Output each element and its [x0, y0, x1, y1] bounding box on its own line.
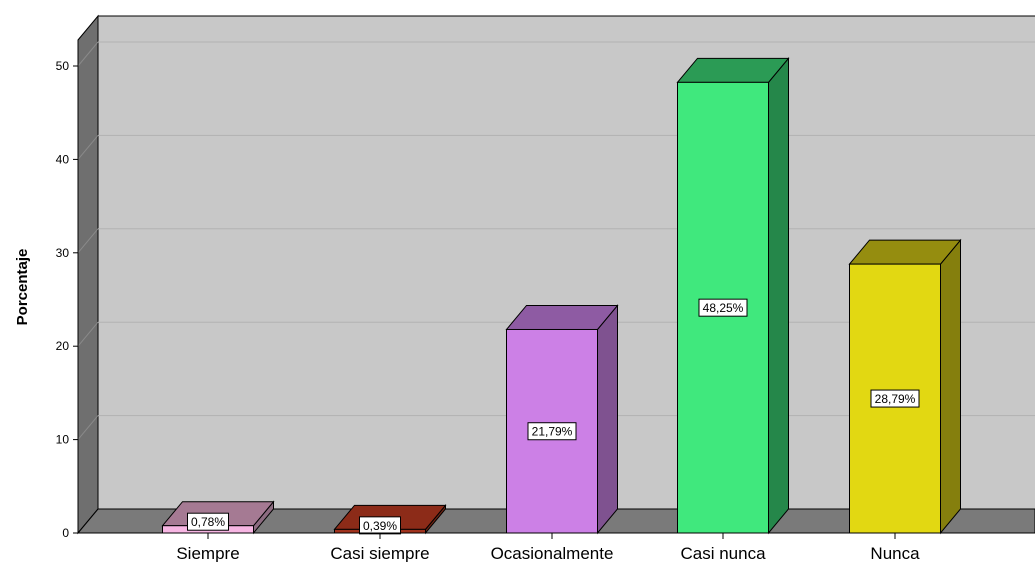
data-label-box — [870, 389, 920, 408]
bar-side — [768, 56, 789, 535]
data-label-text: 21,79% — [532, 425, 573, 439]
x-axis: Siempre Casi siempre Ocasionalmente Casi nu… — [78, 532, 1035, 562]
data-label: 0,78% — [187, 512, 229, 531]
data-label-text: 48,25% — [703, 301, 744, 315]
data-label: 28,79% — [870, 389, 920, 408]
x-tick-label: Casi nunca — [680, 544, 766, 562]
y-tick-label: 20 — [56, 339, 70, 353]
y-tick-label: 30 — [56, 246, 70, 260]
y-tick-label: 0 — [62, 526, 69, 540]
bar-top — [505, 304, 619, 330]
data-label-text: 0,39% — [363, 519, 397, 533]
data-label: 48,25% — [698, 298, 748, 317]
data-label-text: 28,79% — [875, 392, 916, 406]
y-axis-label: Porcentaje — [14, 249, 31, 326]
bar-top — [676, 57, 790, 83]
gridline-wall — [77, 135, 99, 160]
bar: 28,79% — [848, 238, 962, 535]
data-label-box — [527, 422, 577, 441]
bars: 0,78% 0,39% 21,79% 48,25% 28,79% — [161, 56, 962, 535]
x-tick-label: Casi siempre — [330, 544, 429, 562]
gridline-wall — [77, 415, 99, 440]
y-axis: 0 10 20 30 40 50 — [56, 40, 79, 540]
bar: 21,79% — [505, 304, 619, 535]
gridline-wall — [77, 228, 99, 254]
y-tick-label: 40 — [56, 152, 70, 166]
y-tick-label: 50 — [56, 59, 70, 73]
data-label: 0,39% — [359, 516, 401, 535]
x-tick-label: Nunca — [870, 544, 920, 562]
bar-side — [940, 238, 961, 535]
gridline-wall — [77, 41, 99, 67]
data-label-text: 0,78% — [191, 515, 225, 529]
bar: 0,78% — [161, 500, 275, 535]
bar: 48,25% — [676, 56, 790, 535]
data-label: 21,79% — [527, 422, 577, 441]
bar-top — [848, 239, 962, 265]
bar: 0,39% — [333, 503, 447, 535]
x-tick-label: Siempre — [176, 544, 239, 562]
y-tick-label: 10 — [56, 433, 70, 447]
x-tick-label: Ocasionalmente — [491, 544, 614, 562]
gridline-wall — [77, 321, 99, 347]
bar-side — [597, 304, 618, 535]
data-label-box — [698, 298, 748, 317]
data-label-box — [187, 512, 229, 531]
